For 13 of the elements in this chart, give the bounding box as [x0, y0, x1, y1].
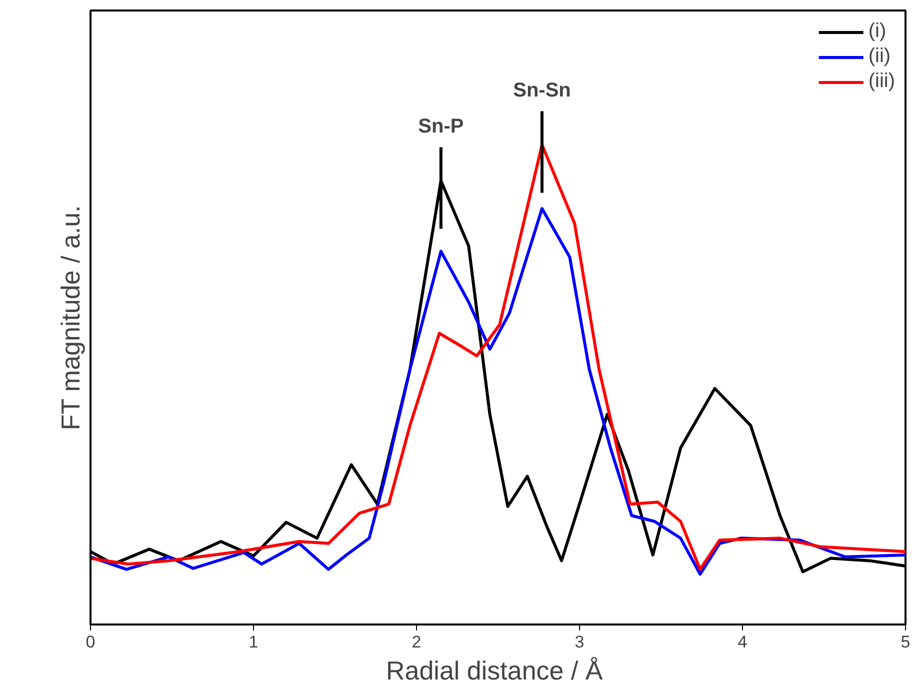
x-tick-label: 3 — [574, 632, 584, 652]
x-axis-title: Radial distance / Å — [386, 656, 604, 686]
x-tick-label: 4 — [738, 632, 748, 652]
legend-label: (iii) — [868, 70, 895, 93]
text: Sn-Sn — [513, 80, 571, 102]
x-tick-label: 0 — [86, 632, 96, 652]
x-tick-label: 5 — [900, 632, 910, 652]
legend-label: (ii) — [868, 45, 891, 68]
x-tick-label: 1 — [248, 632, 258, 652]
text: Sn-P — [418, 116, 464, 138]
y-axis-title: FT magnitude / a.u. — [56, 205, 86, 430]
legend-label: (i) — [868, 20, 888, 43]
x-tick-label: 2 — [412, 632, 422, 652]
